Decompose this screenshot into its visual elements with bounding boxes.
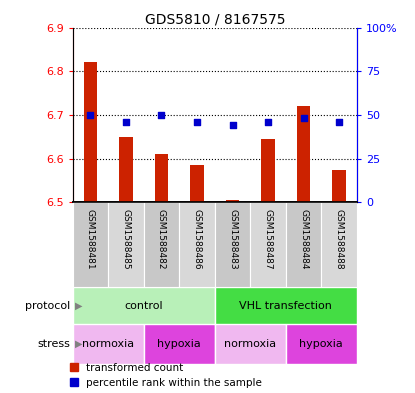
Bar — [155, 154, 168, 202]
Text: GSM1588484: GSM1588484 — [299, 209, 308, 270]
Text: ▶: ▶ — [75, 301, 82, 310]
Text: VHL transfection: VHL transfection — [239, 301, 332, 310]
Text: protocol: protocol — [25, 301, 71, 310]
Title: GDS5810 / 8167575: GDS5810 / 8167575 — [144, 12, 285, 26]
Bar — [190, 165, 204, 202]
Text: normoxia: normoxia — [224, 339, 276, 349]
Bar — [179, 202, 215, 287]
Bar — [84, 62, 97, 202]
Bar — [108, 202, 144, 287]
Text: GSM1588488: GSM1588488 — [334, 209, 344, 270]
Text: control: control — [124, 301, 163, 310]
Bar — [286, 202, 321, 287]
Point — [194, 119, 200, 125]
Bar — [144, 202, 179, 287]
Text: GSM1588481: GSM1588481 — [86, 209, 95, 270]
Text: ▶: ▶ — [75, 339, 82, 349]
Bar — [119, 137, 133, 202]
Point — [87, 112, 94, 118]
Point — [158, 112, 165, 118]
Point — [336, 119, 342, 125]
Bar — [297, 106, 310, 202]
Point — [122, 119, 129, 125]
Text: GSM1588482: GSM1588482 — [157, 209, 166, 270]
Text: GSM1588483: GSM1588483 — [228, 209, 237, 270]
Bar — [261, 139, 275, 202]
Bar — [215, 202, 250, 287]
FancyBboxPatch shape — [73, 324, 144, 364]
Bar — [73, 202, 108, 287]
Bar — [332, 170, 346, 202]
FancyBboxPatch shape — [144, 324, 215, 364]
Text: stress: stress — [38, 339, 71, 349]
Text: GSM1588487: GSM1588487 — [264, 209, 273, 270]
FancyBboxPatch shape — [215, 287, 357, 324]
FancyBboxPatch shape — [215, 324, 286, 364]
FancyBboxPatch shape — [73, 287, 215, 324]
Legend: transformed count, percentile rank within the sample: transformed count, percentile rank withi… — [70, 363, 262, 388]
Text: GSM1588485: GSM1588485 — [122, 209, 130, 270]
Point — [300, 115, 307, 121]
Bar — [250, 202, 286, 287]
Point — [265, 119, 271, 125]
Point — [229, 122, 236, 129]
FancyBboxPatch shape — [286, 324, 357, 364]
Text: hypoxia: hypoxia — [300, 339, 343, 349]
Bar — [321, 202, 357, 287]
Text: normoxia: normoxia — [82, 339, 134, 349]
Bar — [226, 200, 239, 202]
Text: hypoxia: hypoxia — [157, 339, 201, 349]
Text: GSM1588486: GSM1588486 — [193, 209, 202, 270]
